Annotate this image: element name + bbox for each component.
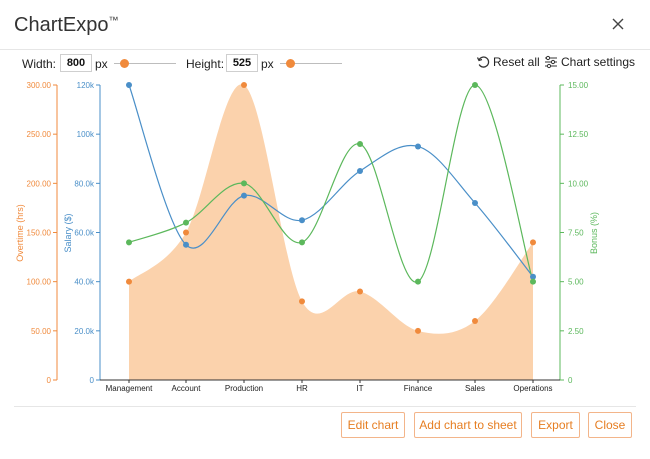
overtime-point bbox=[183, 229, 189, 236]
x-tick-label: Management bbox=[106, 384, 153, 393]
bonus-point bbox=[530, 278, 536, 285]
salary-point bbox=[241, 192, 247, 199]
chart-settings-button[interactable]: Chart settings bbox=[544, 55, 635, 69]
close-button[interactable]: Close bbox=[588, 412, 632, 438]
salary-tick-label: 120k bbox=[77, 81, 95, 90]
x-tick-label: Production bbox=[225, 384, 263, 393]
overtime-area bbox=[129, 84, 533, 380]
reset-label: Reset all bbox=[493, 55, 540, 69]
bonus-axis-title: Bonus (%) bbox=[589, 212, 599, 254]
chart-settings-label: Chart settings bbox=[561, 55, 636, 69]
salary-point bbox=[357, 168, 363, 175]
x-tick-label: HR bbox=[296, 384, 308, 393]
salary-tick-label: 0 bbox=[90, 376, 95, 385]
height-input[interactable] bbox=[226, 54, 258, 72]
overtime-tick-label: 300.00 bbox=[27, 81, 52, 90]
width-input[interactable] bbox=[60, 54, 92, 72]
salary-tick-label: 20.0k bbox=[74, 327, 95, 336]
salary-tick-label: 100k bbox=[77, 130, 95, 139]
overtime-tick-label: 150.00 bbox=[27, 229, 52, 238]
height-unit: px bbox=[261, 57, 274, 71]
bonus-point bbox=[183, 219, 189, 226]
salary-line bbox=[128, 84, 534, 278]
export-button[interactable]: Export bbox=[531, 412, 580, 438]
reset-all-button[interactable]: Reset all bbox=[476, 55, 540, 69]
close-icon[interactable] bbox=[608, 14, 628, 34]
salary-point bbox=[299, 217, 305, 224]
width-slider-thumb[interactable] bbox=[120, 59, 129, 68]
bonus-tick-label: 7.50 bbox=[568, 229, 584, 238]
footer-divider bbox=[14, 406, 636, 407]
add-chart-to-sheet-button[interactable]: Add chart to sheet bbox=[414, 412, 522, 438]
width-unit: px bbox=[95, 57, 108, 71]
edit-chart-button[interactable]: Edit chart bbox=[341, 412, 405, 438]
bonus-tick-label: 5.00 bbox=[568, 278, 584, 287]
overtime-point bbox=[126, 278, 132, 285]
salary-tick-label: 60.0k bbox=[74, 229, 95, 238]
chart-area: 0 50.00 100.00 150.00 200.00 250.00 300.00 0 20.… bbox=[0, 78, 650, 400]
bonus-point bbox=[299, 239, 305, 246]
x-tick-label: Finance bbox=[404, 384, 433, 393]
overtime-point bbox=[415, 327, 421, 334]
salary-point bbox=[530, 273, 536, 280]
bonus-tick-label: 2.50 bbox=[568, 327, 584, 336]
salary-point bbox=[183, 241, 189, 248]
trademark: ™ bbox=[108, 15, 119, 27]
salary-point bbox=[472, 200, 478, 206]
bonus-tick-label: 0 bbox=[568, 376, 573, 385]
bonus-tick-label: 12.50 bbox=[568, 130, 589, 139]
overtime-point bbox=[241, 82, 247, 88]
overtime-axis-title: Overtime (hrs) bbox=[15, 204, 25, 262]
overtime-tick-label: 50.00 bbox=[31, 327, 52, 336]
x-tick-label: Operations bbox=[513, 384, 552, 393]
bonus-point bbox=[415, 278, 421, 285]
overtime-point bbox=[299, 298, 305, 305]
overtime-tick-label: 200.00 bbox=[27, 179, 52, 188]
overtime-point bbox=[530, 239, 536, 246]
bonus-point bbox=[357, 141, 363, 147]
bonus-point bbox=[241, 180, 247, 187]
salary-axis-title: Salary ($) bbox=[63, 213, 73, 252]
app-title: ChartExpo™ bbox=[14, 14, 119, 36]
x-tick-label: Account bbox=[172, 384, 202, 393]
reset-icon bbox=[476, 56, 490, 68]
overtime-tick-label: 250.00 bbox=[27, 130, 52, 139]
title-bar: ChartExpo™ bbox=[0, 0, 650, 50]
overtime-point bbox=[472, 318, 478, 324]
bonus-point bbox=[472, 82, 478, 88]
x-tick-label: Sales bbox=[465, 384, 485, 393]
bonus-tick-label: 15.00 bbox=[568, 81, 589, 90]
overtime-tick-label: 0 bbox=[47, 376, 52, 385]
height-slider-thumb[interactable] bbox=[286, 59, 295, 68]
sliders-icon bbox=[545, 55, 557, 69]
x-tick-label: IT bbox=[356, 384, 363, 393]
width-slider[interactable] bbox=[114, 59, 176, 69]
salary-point bbox=[415, 143, 421, 150]
salary-tick-label: 80.0k bbox=[74, 179, 95, 188]
combo-chart: 0 50.00 100.00 150.00 200.00 250.00 300.00 0 20.… bbox=[15, 81, 599, 393]
overtime-point bbox=[357, 288, 363, 295]
bonus-point bbox=[126, 239, 132, 246]
salary-point bbox=[126, 82, 132, 88]
width-label: Width: bbox=[22, 57, 57, 71]
bonus-tick-label: 10.00 bbox=[568, 179, 589, 188]
toolbar: Width: px Height: px Reset all Chart set… bbox=[0, 52, 650, 76]
height-label: Height: bbox=[186, 57, 225, 71]
height-slider[interactable] bbox=[280, 59, 342, 69]
overtime-tick-label: 100.00 bbox=[27, 278, 52, 287]
salary-tick-label: 40.0k bbox=[74, 278, 95, 287]
